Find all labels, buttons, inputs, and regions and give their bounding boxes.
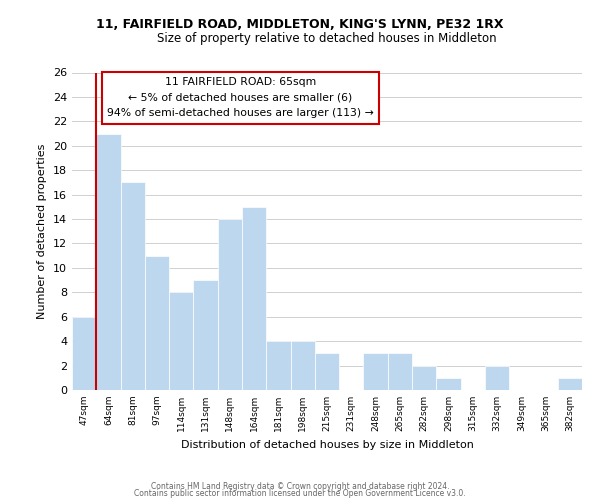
Text: Contains public sector information licensed under the Open Government Licence v3: Contains public sector information licen… [134, 489, 466, 498]
Text: 11, FAIRFIELD ROAD, MIDDLETON, KING'S LYNN, PE32 1RX: 11, FAIRFIELD ROAD, MIDDLETON, KING'S LY… [96, 18, 504, 30]
Bar [266, 341, 290, 390]
Title: Size of property relative to detached houses in Middleton: Size of property relative to detached ho… [157, 32, 497, 45]
Bar [169, 292, 193, 390]
Bar [388, 354, 412, 390]
Bar [412, 366, 436, 390]
X-axis label: Distribution of detached houses by size in Middleton: Distribution of detached houses by size … [181, 440, 473, 450]
Bar [96, 134, 121, 390]
Bar [242, 207, 266, 390]
Text: Contains HM Land Registry data © Crown copyright and database right 2024.: Contains HM Land Registry data © Crown c… [151, 482, 449, 491]
Y-axis label: Number of detached properties: Number of detached properties [37, 144, 47, 319]
Bar [121, 182, 145, 390]
Bar [485, 366, 509, 390]
Bar [290, 341, 315, 390]
Bar [315, 354, 339, 390]
Bar [193, 280, 218, 390]
Bar [558, 378, 582, 390]
Bar [436, 378, 461, 390]
Bar [364, 354, 388, 390]
Bar [145, 256, 169, 390]
Bar [72, 316, 96, 390]
Text: 11 FAIRFIELD ROAD: 65sqm
← 5% of detached houses are smaller (6)
94% of semi-det: 11 FAIRFIELD ROAD: 65sqm ← 5% of detache… [107, 78, 374, 118]
Bar [218, 219, 242, 390]
